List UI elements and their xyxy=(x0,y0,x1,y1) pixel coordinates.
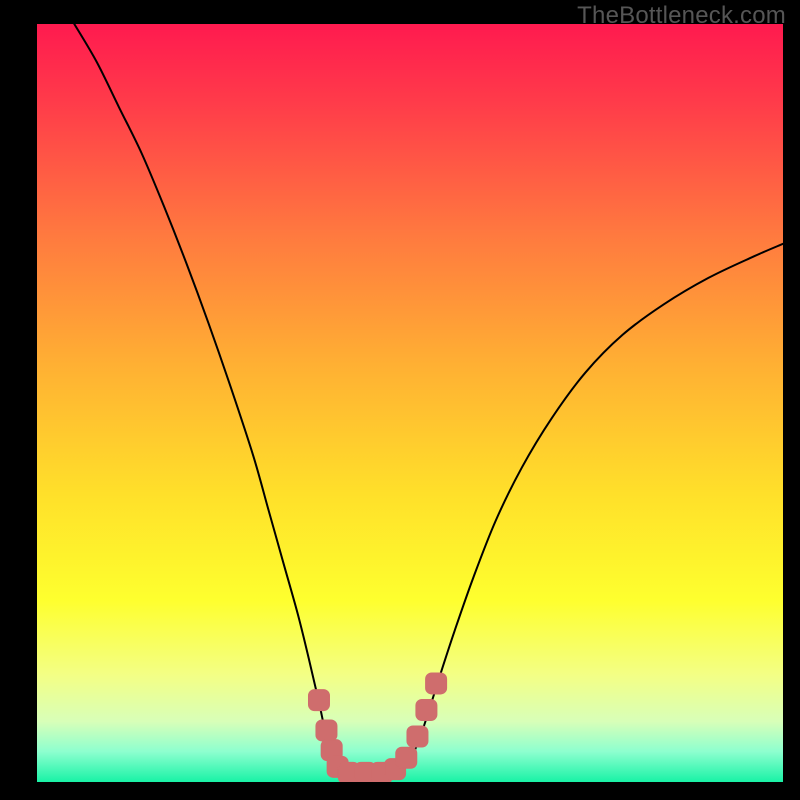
bottleneck-marker xyxy=(426,673,447,694)
bottleneck-marker xyxy=(416,699,437,720)
bottleneck-marker xyxy=(316,720,337,741)
plot-area xyxy=(37,24,783,782)
bottleneck-marker xyxy=(308,690,329,711)
v-curve xyxy=(74,24,783,775)
curve-layer xyxy=(37,24,783,782)
bottleneck-marker xyxy=(407,726,428,747)
chart-outer: TheBottleneck.com xyxy=(0,0,800,800)
watermark-text: TheBottleneck.com xyxy=(577,2,786,30)
bottleneck-marker xyxy=(396,747,417,768)
